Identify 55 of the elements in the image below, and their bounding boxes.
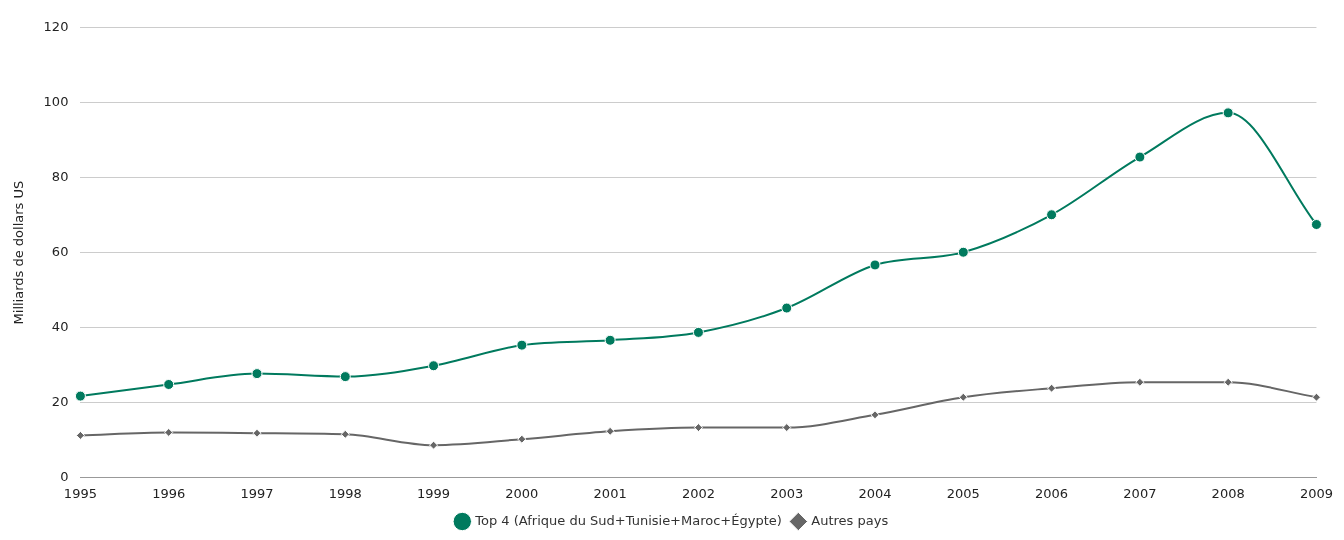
- y-axis-title: Milliards de dollars US: [11, 180, 27, 325]
- point: [251, 368, 263, 380]
- point: [340, 429, 350, 439]
- x-tick-label: 2001: [593, 485, 627, 501]
- x-tick-label: 1995: [63, 485, 97, 501]
- point: [869, 259, 881, 271]
- y-tick-label: 80: [51, 169, 69, 185]
- x-tick-label: 2006: [1035, 485, 1069, 501]
- point: [1310, 219, 1322, 230]
- point: [164, 427, 174, 437]
- y-tick-label: 20: [51, 393, 69, 409]
- point: [957, 246, 969, 258]
- x-tick-label: 2004: [858, 485, 892, 501]
- point: [692, 326, 704, 338]
- point: [605, 426, 615, 436]
- y-tick-label: 0: [60, 468, 69, 484]
- point: [163, 378, 175, 390]
- point: [870, 410, 880, 420]
- x-tick-label: 2009: [1299, 485, 1333, 501]
- point: [1134, 151, 1146, 163]
- x-tick-label: 2000: [505, 485, 539, 501]
- point: [781, 302, 793, 314]
- point: [75, 430, 85, 440]
- point: [428, 360, 440, 372]
- point: [516, 339, 528, 351]
- point: [1135, 377, 1145, 387]
- point: [958, 392, 968, 402]
- point: [693, 423, 703, 433]
- x-tick-label: 2003: [770, 485, 804, 501]
- y-tick-label: 40: [51, 318, 69, 334]
- point: [782, 423, 792, 433]
- y-tick-label: 100: [43, 94, 69, 110]
- x-tick-label: 2007: [1123, 485, 1157, 501]
- point: [1223, 377, 1233, 387]
- x-tick-label: 1999: [417, 485, 451, 501]
- point: [604, 334, 616, 346]
- point: [339, 371, 351, 383]
- x-tick-label: 1998: [328, 485, 362, 501]
- legend-label: Top 4 (Afrique du Sud+Tunisie+Maroc+Égypte): [474, 512, 782, 528]
- x-tick-label: 2002: [681, 485, 715, 501]
- point: [74, 390, 86, 402]
- y-tick-label: 60: [51, 243, 69, 259]
- point: [252, 428, 262, 438]
- x-tick-label: 1997: [240, 485, 274, 501]
- point: [1311, 392, 1321, 402]
- point: [517, 434, 527, 444]
- y-tick-label: 120: [43, 19, 69, 35]
- legend-label: Autres pays: [811, 512, 889, 528]
- point: [1046, 209, 1058, 221]
- point: [1222, 107, 1234, 119]
- point: [429, 440, 439, 450]
- x-tick-label: 1996: [152, 485, 186, 501]
- x-tick-label: 2005: [946, 485, 980, 501]
- x-tick-label: 2008: [1211, 485, 1245, 501]
- point: [1047, 383, 1057, 393]
